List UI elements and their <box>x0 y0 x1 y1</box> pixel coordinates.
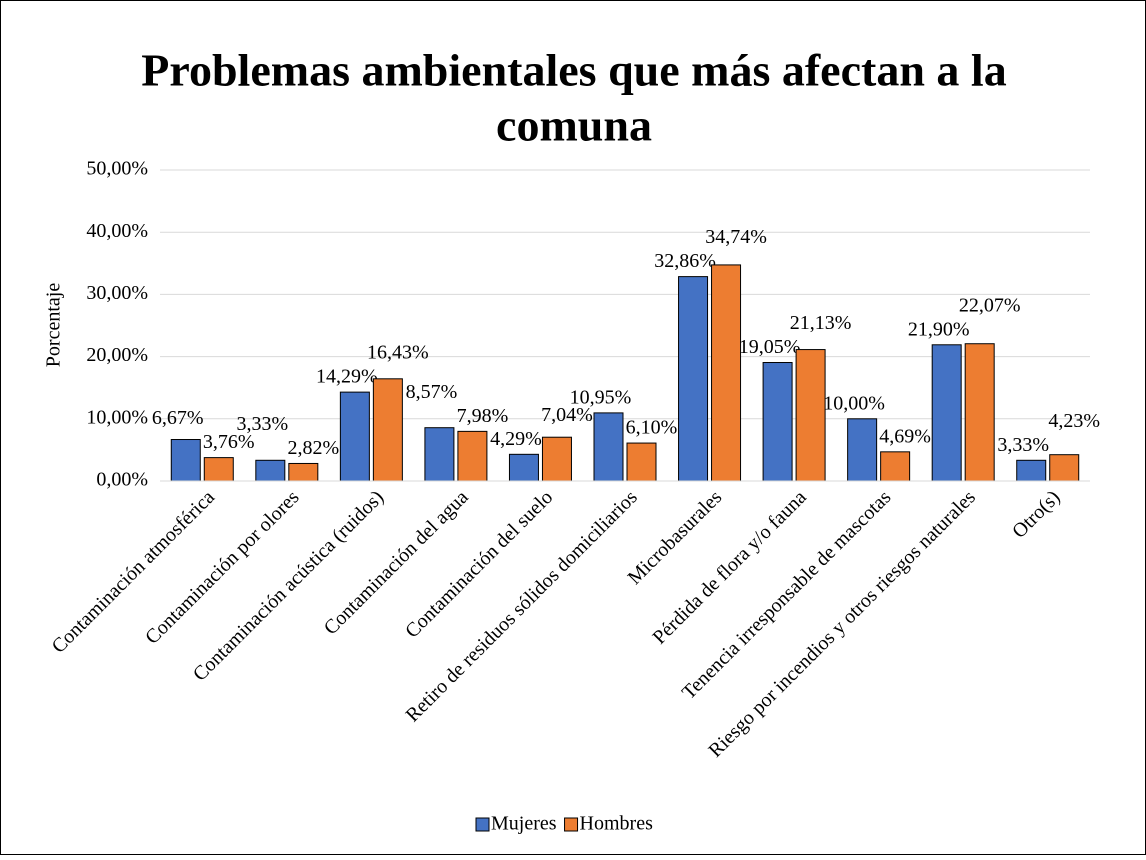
bar <box>372 378 403 482</box>
y-tick-label: 40,00% <box>86 220 148 242</box>
data-label: 2,82% <box>287 437 339 459</box>
data-label: 7,04% <box>541 404 593 426</box>
data-label: 3,33% <box>236 413 288 435</box>
data-label: 21,90% <box>908 318 970 340</box>
data-label: 19,05% <box>739 336 801 358</box>
data-label: 8,57% <box>406 381 458 403</box>
data-label: 22,07% <box>959 294 1021 316</box>
y-tick-label: 10,00% <box>86 406 148 428</box>
y-tick-label: 0,00% <box>96 469 148 491</box>
data-label: 6,10% <box>626 417 678 439</box>
legend-label: Mujeres <box>491 813 557 835</box>
bar <box>255 459 286 482</box>
bar <box>339 391 370 482</box>
bar <box>593 412 624 482</box>
chart-title: Problemas ambientales que más afectan a … <box>141 45 1006 96</box>
bar <box>711 264 742 482</box>
bar <box>880 451 911 482</box>
y-tick-label: 20,00% <box>86 344 148 366</box>
data-label: 10,00% <box>823 392 885 414</box>
data-label: 4,69% <box>879 425 931 447</box>
bar <box>931 344 962 482</box>
data-label: 3,33% <box>997 434 1049 456</box>
data-label: 4,29% <box>490 428 542 450</box>
bar <box>762 362 793 482</box>
data-label: 10,95% <box>570 386 632 408</box>
legend-swatch <box>475 817 490 832</box>
bar <box>1016 459 1047 482</box>
bar <box>508 453 539 482</box>
bar <box>203 457 234 482</box>
bar <box>541 436 572 482</box>
bar <box>1049 454 1080 482</box>
bar <box>424 427 455 482</box>
bar <box>288 462 319 482</box>
y-axis-label: Porcentaje <box>43 283 65 368</box>
y-tick-label: 50,00% <box>86 158 148 180</box>
data-label: 4,23% <box>1048 410 1100 432</box>
bar <box>626 442 657 482</box>
data-label: 7,98% <box>457 405 509 427</box>
data-label: 32,86% <box>654 250 716 272</box>
y-tick-label: 30,00% <box>86 282 148 304</box>
bar <box>964 343 995 482</box>
legend-swatch <box>564 817 579 832</box>
data-label: 3,76% <box>203 431 255 453</box>
data-label: 6,67% <box>152 407 204 429</box>
data-label: 14,29% <box>316 366 378 388</box>
bar <box>170 439 201 482</box>
legend-label: Hombres <box>580 813 654 835</box>
chart-title-continued: comuna <box>496 100 652 151</box>
data-label: 16,43% <box>367 342 429 364</box>
data-label: 21,13% <box>790 312 852 334</box>
bar <box>847 418 878 482</box>
data-label: 34,74% <box>705 226 767 248</box>
bar <box>678 276 709 482</box>
bar <box>795 349 826 482</box>
bar <box>457 430 488 482</box>
